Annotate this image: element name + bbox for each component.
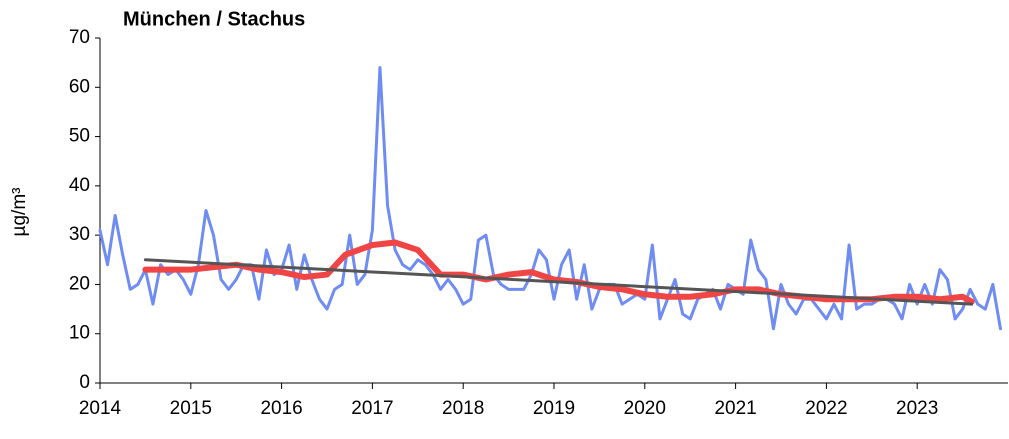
y-axis-label: µg/m³: [9, 188, 30, 237]
x-tick-label: 2018: [442, 398, 484, 419]
series-line: [98, 66, 1002, 331]
x-tick-label: 2023: [896, 398, 938, 419]
y-tick-label: 0: [79, 372, 90, 393]
series-line: [142, 239, 975, 305]
x-tick-label: 2019: [533, 398, 575, 419]
series-line: [143, 258, 974, 306]
x-tick-label: 2022: [805, 398, 847, 419]
y-tick-label: 50: [69, 126, 90, 147]
y-tick-label: 40: [69, 175, 90, 196]
y-tick-label: 20: [69, 273, 90, 294]
x-tick-label: 2021: [714, 398, 756, 419]
y-tick-label: 70: [69, 27, 90, 48]
x-tick-label: 2014: [79, 398, 122, 419]
y-tick-label: 30: [69, 224, 90, 245]
y-tick-label: 60: [69, 76, 90, 97]
x-tick-label: 2015: [170, 398, 212, 419]
x-tick-label: 2016: [260, 398, 302, 419]
chart-title: München / Stachus: [123, 8, 305, 30]
x-tick-label: 2017: [351, 398, 393, 419]
x-tick-label: 2020: [624, 398, 666, 419]
y-tick-label: 10: [69, 323, 90, 344]
